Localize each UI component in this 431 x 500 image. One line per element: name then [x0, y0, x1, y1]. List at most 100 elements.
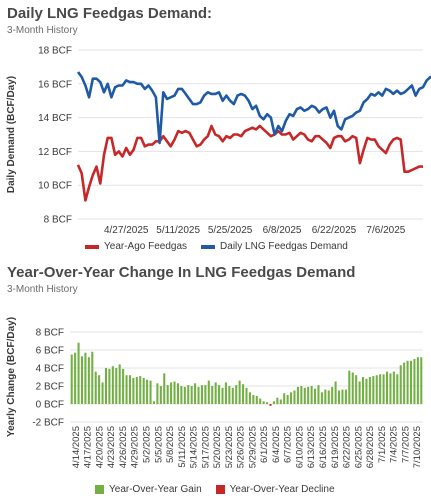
x-tick-label: 5/11/2025 — [156, 225, 200, 236]
x-tick-label: 5/5/2025 — [153, 426, 164, 463]
bar — [362, 377, 365, 404]
bar — [101, 382, 104, 404]
bar — [84, 352, 87, 404]
bar — [344, 389, 347, 404]
bar — [135, 377, 138, 404]
x-tick-label: 6/16/2025 — [318, 426, 329, 468]
legend-label-gain: Year-Over-Year Gain — [109, 484, 202, 495]
bar — [420, 357, 423, 404]
y-tick-label: 18 BCF — [38, 46, 72, 57]
line-chart-legend: Year-Ago Feedgas Daily LNG Feedgas Deman… — [85, 241, 348, 252]
bar — [409, 360, 413, 404]
bar — [146, 379, 149, 404]
bar — [111, 366, 114, 404]
bar — [368, 377, 371, 404]
bar — [351, 372, 354, 404]
y-tick-label: 10 BCF — [38, 181, 72, 192]
bar — [166, 385, 169, 404]
y-tick-label: 6 BCF — [36, 346, 64, 357]
x-tick-label: 7/10/2025 — [412, 426, 423, 468]
bar — [183, 386, 186, 404]
legend-label-daily-demand: Daily LNG Feedgas Demand — [220, 241, 348, 252]
bar — [231, 387, 234, 404]
bar — [276, 397, 279, 404]
x-tick-label: 7/6/2025 — [366, 225, 405, 236]
bar — [262, 401, 265, 404]
bar — [272, 401, 275, 404]
bar — [211, 386, 214, 404]
bar — [399, 365, 402, 404]
x-tick-label: 6/1/2025 — [259, 426, 270, 463]
bar — [358, 381, 361, 404]
legend-item-year-ago: Year-Ago Feedgas — [85, 241, 187, 252]
bar — [87, 357, 90, 404]
bar — [142, 377, 145, 404]
x-tick-label: 5/25/2025 — [208, 225, 253, 236]
bar — [128, 375, 132, 404]
bar — [317, 385, 320, 404]
bar — [314, 388, 317, 404]
bar — [221, 387, 224, 404]
bar — [176, 383, 179, 404]
y-axis-label: Yearly Change (BCF/Day) — [6, 317, 17, 437]
bar — [310, 386, 313, 404]
bar — [224, 382, 227, 404]
bar — [238, 380, 241, 404]
bar — [77, 342, 80, 404]
bar — [139, 376, 142, 404]
bar — [355, 375, 358, 404]
x-tick-label: 4/20/2025 — [94, 426, 105, 468]
x-tick-label: 5/23/2025 — [224, 426, 235, 468]
bar — [125, 375, 128, 404]
x-tick-label: 6/13/2025 — [306, 426, 317, 468]
bar — [204, 385, 207, 404]
series-line-daily-demand — [76, 71, 431, 145]
bar — [338, 390, 341, 404]
bar — [149, 380, 152, 404]
x-tick-label: 5/8/2025 — [165, 426, 176, 463]
line-chart-title: Daily LNG Feedgas Demand: — [7, 5, 213, 22]
bar — [365, 378, 368, 404]
x-tick-label: 6/19/2025 — [330, 426, 341, 468]
bar — [348, 370, 351, 404]
y-tick-label: 12 BCF — [38, 147, 72, 158]
bar — [396, 374, 399, 404]
bar — [91, 351, 94, 404]
bar — [286, 395, 289, 404]
x-tick-label: 5/26/2025 — [236, 426, 247, 468]
y-tick-label: -2 BCF — [32, 418, 64, 429]
bar — [406, 360, 409, 404]
y-tick-label: 8 BCF — [44, 215, 72, 226]
bar-chart-title: Year-Over-Year Change In LNG Feedgas Dem… — [7, 264, 356, 281]
bar — [159, 386, 162, 404]
bar — [372, 376, 375, 404]
line-chart: 8 BCF 10 BCF 12 BCF 14 BCF 16 BCF 18 BCF 4/27/… — [6, 46, 431, 236]
y-tick-label: 0 BCF — [36, 400, 64, 411]
bar — [324, 389, 327, 404]
x-tick-label: 6/22/2025 — [342, 426, 353, 468]
bar — [180, 386, 183, 404]
x-tick-label: 4/27/2025 — [104, 225, 149, 236]
y-tick-label: 8 BCF — [36, 328, 64, 339]
x-tick-label: 5/2/2025 — [142, 426, 153, 463]
bar — [389, 373, 392, 404]
x-tick-label: 7/1/2025 — [377, 426, 388, 463]
bar — [269, 404, 272, 406]
bar — [187, 385, 190, 404]
x-tick-label: 7/4/2025 — [389, 426, 400, 463]
bar — [115, 368, 118, 404]
bar — [152, 401, 155, 404]
y-tick-label: 2 BCF — [36, 382, 64, 393]
bar — [98, 375, 101, 404]
bar — [104, 368, 108, 404]
x-tick-label: 4/17/2025 — [83, 426, 94, 468]
bar — [173, 381, 176, 404]
bar — [122, 368, 125, 404]
bar — [375, 375, 378, 404]
bar — [392, 371, 395, 404]
legend-label-year-ago: Year-Ago Feedgas — [104, 241, 188, 252]
bar — [194, 383, 197, 404]
bar — [94, 371, 97, 404]
bar — [207, 380, 210, 404]
